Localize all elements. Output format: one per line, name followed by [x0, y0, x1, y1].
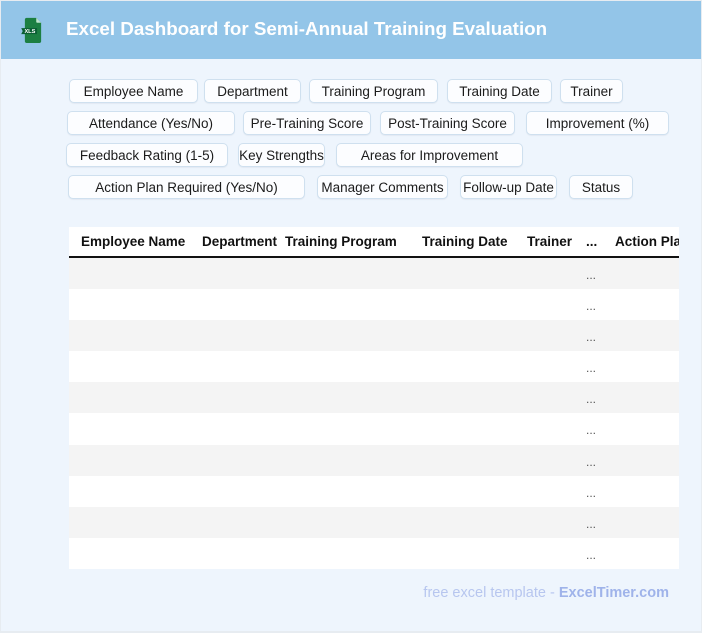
svg-text:XLS: XLS [24, 29, 35, 35]
